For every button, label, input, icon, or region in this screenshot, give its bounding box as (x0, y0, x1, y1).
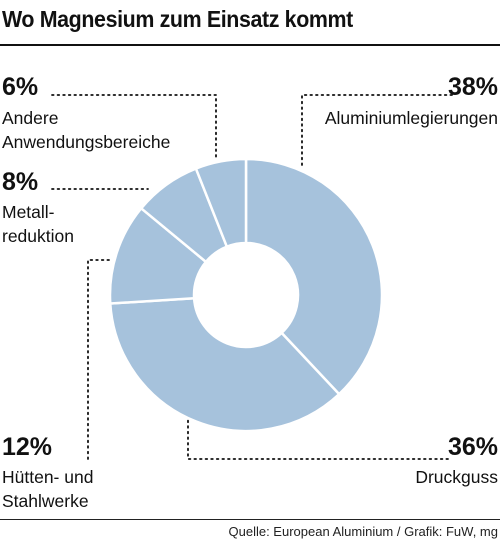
category-label-metallreduktion-line-1: Metall- (2, 202, 55, 222)
pct-label-aluminiumlegierungen: 38% (448, 73, 498, 101)
leader-lines (51, 94, 453, 460)
pct-label-druckguss: 36% (448, 433, 498, 461)
leader-huetten-und-stahlwerke (87, 259, 113, 460)
pct-label-huetten-und-stahlwerke: 12% (2, 433, 52, 461)
pct-label-andere-anwendungsbereiche: 6% (2, 73, 38, 101)
footer-rule (0, 519, 500, 520)
slice-andere-anwendungsbereiche (194, 157, 248, 248)
slice-aluminiumlegierungen (244, 157, 384, 396)
leader-andere-anwendungsbereiche (51, 94, 217, 161)
slice-labels: 38% Aluminiumlegierungen 36% Druckguss 12% Hü… (2, 73, 498, 511)
donut-slices (108, 157, 384, 433)
category-label-andere-anwendungsbereiche-line-2: Anwendungsbereiche (2, 132, 170, 152)
chart-title: Wo Magnesium zum Einsatz kommt (2, 6, 353, 32)
source-note: Quelle: European Aluminium / Grafik: FuW… (228, 524, 499, 539)
category-label-huetten-und-stahlwerke-line-2: Stahlwerke (2, 491, 89, 511)
pct-label-metallreduktion: 8% (2, 168, 38, 196)
title-rule (0, 44, 500, 46)
category-label-metallreduktion-line-2: reduktion (2, 226, 74, 246)
leader-druckguss (187, 417, 449, 460)
category-label-andere-anwendungsbereiche-line-1: Andere (2, 108, 58, 128)
category-label-huetten-und-stahlwerke-line-1: Hütten- und (2, 467, 93, 487)
slice-druckguss (109, 297, 341, 433)
category-label-aluminiumlegierungen: Aluminiumlegierungen (325, 108, 498, 128)
leader-aluminiumlegierungen (301, 94, 453, 166)
category-label-druckguss: Druckguss (415, 467, 498, 487)
